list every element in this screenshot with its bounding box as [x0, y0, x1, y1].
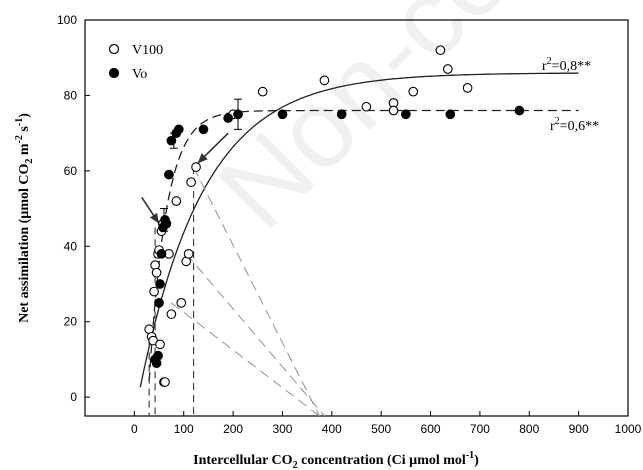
x-tick-label: 900 [569, 422, 589, 436]
y-tick-label: 40 [64, 239, 78, 253]
x-tick-label: 400 [322, 422, 342, 436]
data-point-v100 [171, 196, 182, 206]
data-point-v100 [166, 309, 177, 320]
fit-curves [139, 72, 579, 388]
y-axis-label-part-b: m [17, 143, 32, 159]
fit-curve-vo [148, 109, 579, 382]
r2-label-vo-r: r [550, 119, 555, 134]
data-point-vo [154, 298, 164, 308]
x-tick-label: 1000 [615, 422, 642, 436]
x-tick-label: 0 [131, 422, 138, 436]
data-point-v100 [319, 75, 330, 86]
r2-label-vo-sup: 2 [555, 116, 560, 127]
fit-curve-v100 [139, 72, 579, 388]
x-axis-label-part-b: concentration (Ci µmol mol [298, 453, 466, 468]
data-point-vo [336, 109, 347, 120]
y-axis-label-sub: 2 [24, 159, 35, 164]
data-point-v100 [257, 86, 268, 97]
x-axis-label-part-c: ) [474, 453, 479, 468]
data-point-vo [445, 109, 456, 120]
r2-label-vo: r2=0,6** [550, 116, 599, 134]
data-point-vo [153, 350, 163, 361]
y-axis-label-sup2: -1 [14, 118, 25, 126]
data-point-vo [223, 113, 234, 123]
y-axis-label-part-a: Net assimilation (µmol CO [17, 163, 32, 322]
y-tick-label: 100 [57, 13, 77, 27]
data-point-v100 [149, 286, 159, 297]
legend-marker-vo [108, 67, 120, 79]
data-point-v100 [191, 162, 201, 172]
y-axis-label-part-c: s [17, 126, 32, 136]
y-tick-label: 60 [64, 164, 78, 178]
r2-label-v100-value: =0,8** [552, 59, 591, 74]
data-point-v100 [435, 45, 446, 56]
y-axis-label-sup1: -2 [14, 135, 25, 143]
r2-label-v100-sup: 2 [547, 56, 552, 67]
r2-label-v100-r: r [542, 59, 547, 74]
data-point-vo [155, 279, 165, 289]
data-point-vo [401, 109, 411, 120]
data-point-vo [514, 105, 525, 116]
watermark-text: Non-co [195, 0, 533, 252]
x-tick-label: 500 [371, 422, 391, 436]
legend-label-vo: Vo [132, 67, 147, 82]
data-point-vo [277, 109, 288, 120]
y-tick-label: 0 [70, 390, 77, 404]
legend: V100 Vo [108, 43, 163, 82]
x-tick-label: 200 [223, 422, 243, 436]
x-tick-label: 100 [174, 422, 194, 436]
data-point-vo [156, 248, 167, 259]
data-point-vo [198, 124, 209, 135]
x-tick-label: 800 [519, 422, 539, 436]
data-point-vo [173, 124, 184, 135]
data-point-vo [166, 135, 177, 146]
data-point-v100 [388, 105, 399, 116]
data-point-v100 [408, 86, 419, 97]
axis-ticks: 0 100 200 300 400 500 600 700 800 900 1000 0 20 40 60 8… [57, 13, 642, 436]
data-point-vo [233, 109, 243, 120]
data-points [144, 45, 525, 387]
arrow-head [197, 153, 208, 164]
data-point-v100 [462, 83, 473, 93]
legend-label-v100: V100 [132, 43, 163, 58]
y-axis-label-part-d: ) [17, 113, 32, 118]
r2-label-vo-value: =0,6** [560, 119, 599, 134]
x-tick-label: 600 [421, 422, 441, 436]
data-point-v100 [176, 298, 187, 308]
y-tick-label: 20 [64, 315, 78, 329]
x-tick-label: 300 [272, 422, 292, 436]
data-point-vo [164, 169, 174, 180]
tangent-line [193, 166, 320, 417]
tangent-line [185, 253, 325, 417]
r2-label-v100: r2=0,8** [542, 56, 591, 74]
y-axis-label: Net assimilation (µmol CO2 m-2 s-1) [14, 113, 35, 323]
data-point-v100 [183, 248, 194, 259]
plot-frame [84, 19, 629, 417]
arrow-head [149, 212, 160, 224]
x-axis-label: Intercellular CO2 concentration (Ci µmol… [193, 450, 479, 470]
data-point-v100 [442, 64, 453, 74]
y-tick-label: 80 [64, 88, 78, 102]
legend-marker-v100 [108, 43, 120, 55]
data-point-v100 [186, 177, 196, 188]
annotations [141, 98, 325, 417]
data-point-vo [161, 218, 172, 229]
data-point-v100 [361, 101, 372, 112]
data-point-v100 [155, 339, 165, 350]
data-point-v100 [160, 377, 170, 387]
x-axis-label-part-a: Intercellular CO [193, 453, 293, 468]
data-point-v100 [151, 267, 162, 278]
x-tick-label: 700 [470, 422, 490, 436]
x-axis-label-sup: -1 [466, 450, 474, 461]
x-axis-label-sub: 2 [293, 460, 298, 470]
